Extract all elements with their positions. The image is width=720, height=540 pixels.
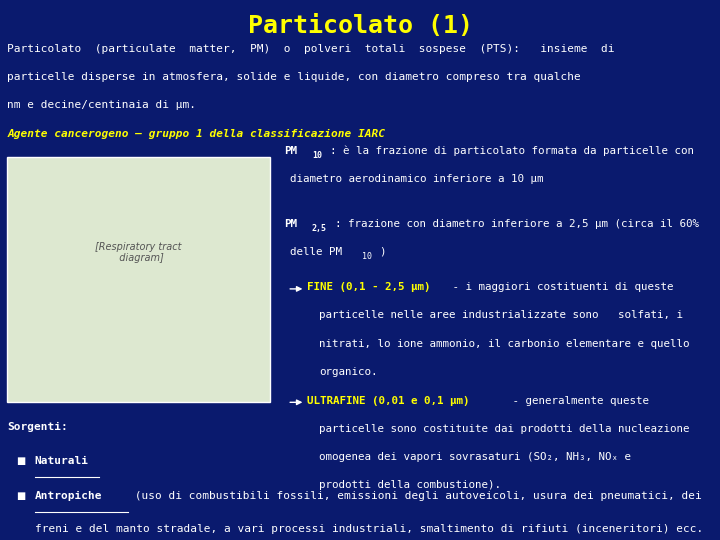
Text: (uso di combustibili fossili, emissioni degli autoveicoli, usura dei pneumatici,: (uso di combustibili fossili, emissioni … bbox=[128, 491, 702, 501]
Text: 10: 10 bbox=[312, 151, 322, 160]
Text: - generalmente queste: - generalmente queste bbox=[506, 396, 649, 406]
Text: Agente cancerogeno – gruppo 1 della classificazione IARC: Agente cancerogeno – gruppo 1 della clas… bbox=[7, 129, 385, 139]
Text: Particolato (1): Particolato (1) bbox=[248, 14, 472, 37]
Text: nitrati, lo ione ammonio, il carbonio elementare e quello: nitrati, lo ione ammonio, il carbonio el… bbox=[319, 339, 690, 349]
Text: omogenea dei vapori sovrasaturi (SO₂, NH₃, NOₓ e: omogenea dei vapori sovrasaturi (SO₂, NH… bbox=[319, 452, 631, 462]
Text: particelle nelle aree industrializzate sono   solfati, i: particelle nelle aree industrializzate s… bbox=[319, 310, 683, 321]
Text: freni e del manto stradale, a vari processi industriali, smaltimento di rifiuti : freni e del manto stradale, a vari proce… bbox=[35, 524, 703, 535]
Text: Antropiche: Antropiche bbox=[35, 491, 102, 501]
Text: organico.: organico. bbox=[319, 367, 377, 377]
Text: PM: PM bbox=[284, 146, 297, 156]
Text: - i maggiori costituenti di queste: - i maggiori costituenti di queste bbox=[446, 282, 674, 293]
Text: delle PM: delle PM bbox=[290, 247, 342, 257]
Text: particelle sono costituite dai prodotti della nucleazione: particelle sono costituite dai prodotti … bbox=[319, 424, 690, 434]
Text: [Respiratory tract
  diagram]: [Respiratory tract diagram] bbox=[95, 241, 182, 263]
Text: PM: PM bbox=[284, 219, 297, 229]
Text: nm e decine/centinaia di μm.: nm e decine/centinaia di μm. bbox=[7, 100, 196, 111]
Bar bbox=[7, 157, 270, 402]
Text: Sorgenti:: Sorgenti: bbox=[7, 422, 68, 433]
Text: ■: ■ bbox=[16, 491, 25, 501]
Text: particelle disperse in atmosfera, solide e liquide, con diametro compreso tra qu: particelle disperse in atmosfera, solide… bbox=[7, 72, 581, 83]
Text: ): ) bbox=[379, 247, 386, 257]
Text: ULTRAFINE (0,01 e 0,1 μm): ULTRAFINE (0,01 e 0,1 μm) bbox=[307, 396, 470, 406]
Text: Naturali: Naturali bbox=[35, 456, 89, 466]
Text: 10: 10 bbox=[362, 252, 372, 261]
Text: : è la frazione di particolato formata da particelle con: : è la frazione di particolato formata d… bbox=[330, 146, 694, 156]
Text: : frazione con diametro inferiore a 2,5 μm (circa il 60%: : frazione con diametro inferiore a 2,5 … bbox=[335, 219, 699, 229]
Text: 2,5: 2,5 bbox=[312, 224, 327, 233]
Text: diametro aerodinamico inferiore a 10 μm: diametro aerodinamico inferiore a 10 μm bbox=[290, 174, 544, 184]
Text: FINE (0,1 - 2,5 μm): FINE (0,1 - 2,5 μm) bbox=[307, 282, 431, 293]
Text: prodotti della combustione).: prodotti della combustione). bbox=[319, 480, 501, 490]
Text: ■: ■ bbox=[16, 456, 25, 466]
Text: Particolato  (particulate  matter,  PM)  o  polveri  totali  sospese  (PTS):   i: Particolato (particulate matter, PM) o p… bbox=[7, 44, 615, 55]
